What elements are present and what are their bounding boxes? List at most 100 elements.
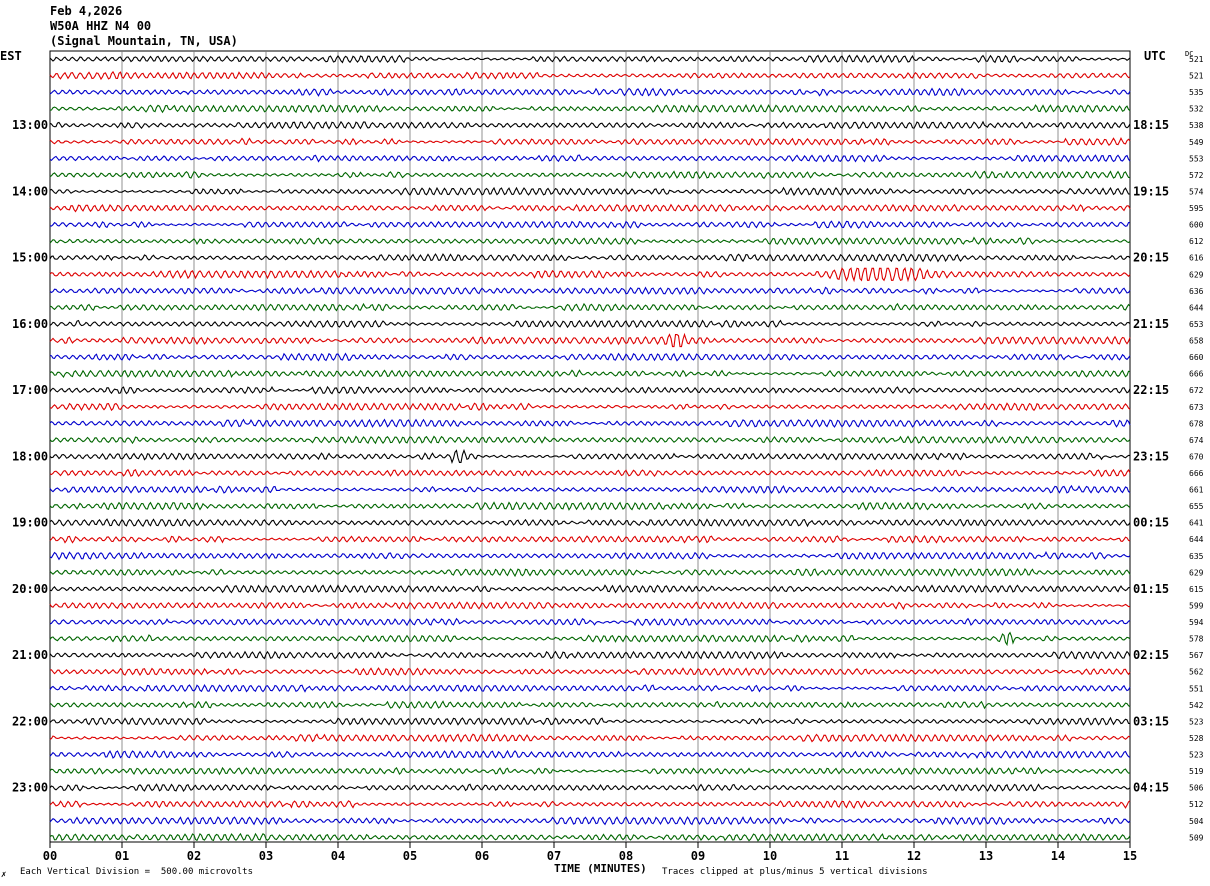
x-tick-label: 00: [43, 849, 57, 863]
left-hour-label: 21:00: [12, 648, 48, 662]
header-date: Feb 4,2026: [50, 4, 123, 18]
dc-offset-label: 612: [1189, 237, 1204, 246]
dc-offset-label: 644: [1189, 303, 1204, 312]
trace-row-17: [49, 332, 1131, 348]
dc-offset-label: 666: [1189, 370, 1204, 379]
x-tick-label: 05: [403, 849, 417, 863]
right-timezone-label: UTC: [1144, 49, 1166, 63]
x-tick-label: 09: [691, 849, 705, 863]
dc-offset-label: 666: [1189, 469, 1204, 478]
dc-offset-label: 532: [1189, 105, 1204, 114]
trace-row-9: [49, 203, 1131, 213]
trace-row-0: [49, 54, 1131, 64]
trace-row-40: [49, 716, 1131, 726]
x-tick-label: 02: [187, 849, 201, 863]
dc-offset-label: 572: [1189, 171, 1204, 180]
left-hour-label: 23:00: [12, 781, 48, 795]
left-timezone-label: EST: [0, 49, 22, 63]
trace-row-18: [49, 352, 1131, 362]
dc-offset-label: 521: [1189, 72, 1204, 81]
trace-row-30: [49, 551, 1131, 561]
dc-offset-label: 574: [1189, 187, 1204, 196]
plot-frame: [49, 50, 1131, 843]
dc-offset-label: 678: [1189, 419, 1204, 428]
dc-offset-label: 523: [1189, 717, 1204, 726]
dc-offset-label: 551: [1189, 684, 1204, 693]
trace-row-35: [49, 631, 1131, 647]
trace-row-42: [49, 749, 1131, 759]
right-hour-label: 01:15: [1133, 582, 1169, 596]
left-hour-label: 22:00: [12, 714, 48, 728]
dc-offset-label: 535: [1189, 88, 1204, 97]
trace-row-21: [49, 402, 1131, 412]
trace-row-26: [49, 484, 1131, 494]
trace-row-11: [49, 236, 1131, 246]
trace-row-34: [49, 617, 1131, 627]
dc-offset-label: 519: [1189, 767, 1204, 776]
dc-offset-label: 512: [1189, 800, 1204, 809]
trace-row-22: [49, 418, 1131, 428]
dc-offset-label: 644: [1189, 535, 1204, 544]
trace-row-44: [49, 783, 1131, 792]
trace-row-46: [49, 816, 1131, 826]
dc-offset-label: 641: [1189, 519, 1204, 528]
trace-row-43: [49, 766, 1131, 776]
trace-row-32: [49, 584, 1131, 594]
dc-offset-label: 504: [1189, 817, 1204, 826]
trace-row-20: [49, 385, 1131, 395]
dc-offset-label: 674: [1189, 436, 1204, 445]
dc-offset-label: 521: [1189, 55, 1204, 64]
trace-row-14: [49, 286, 1131, 296]
dc-offset-label: 594: [1189, 618, 1204, 627]
dc-offset-label: 553: [1189, 154, 1204, 163]
trace-row-23: [49, 435, 1131, 445]
right-hour-label: 19:15: [1133, 184, 1169, 198]
x-tick-label: 06: [475, 849, 489, 863]
trace-row-31: [49, 567, 1131, 578]
right-hour-label: 03:15: [1133, 714, 1169, 728]
trace-row-29: [49, 535, 1131, 544]
trace-row-24: [49, 448, 1131, 465]
dc-offset-label: 635: [1189, 552, 1204, 561]
dc-offset-label: 567: [1189, 651, 1204, 660]
x-tick-label: 01: [115, 849, 129, 863]
left-hour-label: 15:00: [12, 251, 48, 265]
trace-row-2: [49, 87, 1131, 97]
x-axis-title: TIME (MINUTES): [554, 862, 647, 875]
trace-row-5: [49, 137, 1131, 146]
dc-offset-label: 629: [1189, 270, 1204, 279]
clip-note: Traces clipped at plus/minus 5 vertical …: [662, 867, 928, 877]
dc-offset-label: 670: [1189, 452, 1204, 461]
right-hour-label: 18:15: [1133, 118, 1169, 132]
left-hour-label: 13:00: [12, 118, 48, 132]
trace-row-28: [49, 518, 1131, 528]
dc-offset-label: 672: [1189, 386, 1204, 395]
right-hour-label: 20:15: [1133, 251, 1169, 265]
dc-offset-label: 599: [1189, 601, 1204, 610]
trace-row-8: [49, 186, 1131, 197]
dc-offset-label: 636: [1189, 287, 1204, 296]
right-hour-label: 22:15: [1133, 383, 1169, 397]
dc-offset-label: 542: [1189, 701, 1204, 710]
trace-row-37: [49, 667, 1131, 677]
left-hour-label: 14:00: [12, 184, 48, 198]
left-hour-label: 17:00: [12, 383, 48, 397]
right-hour-label: 23:15: [1133, 449, 1169, 463]
trace-row-38: [49, 683, 1131, 693]
dc-offset-label: 673: [1189, 403, 1204, 412]
right-hour-label: 04:15: [1133, 781, 1169, 795]
trace-row-33: [49, 601, 1131, 610]
dc-offset-label: 595: [1189, 204, 1204, 213]
dc-offset-label: 523: [1189, 751, 1204, 760]
dc-offset-label: 562: [1189, 668, 1204, 677]
right-hour-label: 00:15: [1133, 516, 1169, 530]
dc-offset-label: 660: [1189, 353, 1204, 362]
x-tick-label: 07: [547, 849, 561, 863]
corner-mark-icon: ✗: [1, 870, 7, 880]
left-hour-label: 18:00: [12, 449, 48, 463]
header-station: W50A HHZ N4 00: [50, 19, 152, 33]
dc-offset-label: 538: [1189, 121, 1204, 130]
x-tick-label: 03: [259, 849, 273, 863]
trace-row-7: [49, 170, 1131, 180]
